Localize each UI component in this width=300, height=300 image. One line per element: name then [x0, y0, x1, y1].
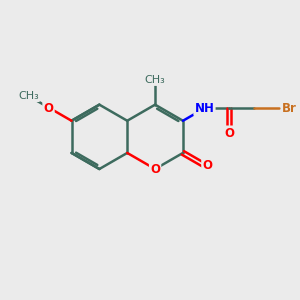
Text: Br: Br	[282, 102, 297, 115]
Text: O: O	[44, 102, 53, 115]
Text: NH: NH	[194, 102, 214, 115]
Text: O: O	[150, 163, 160, 176]
Text: CH₃: CH₃	[18, 91, 39, 101]
Text: O: O	[202, 159, 212, 172]
Text: O: O	[224, 127, 234, 140]
Text: CH₃: CH₃	[145, 75, 166, 85]
